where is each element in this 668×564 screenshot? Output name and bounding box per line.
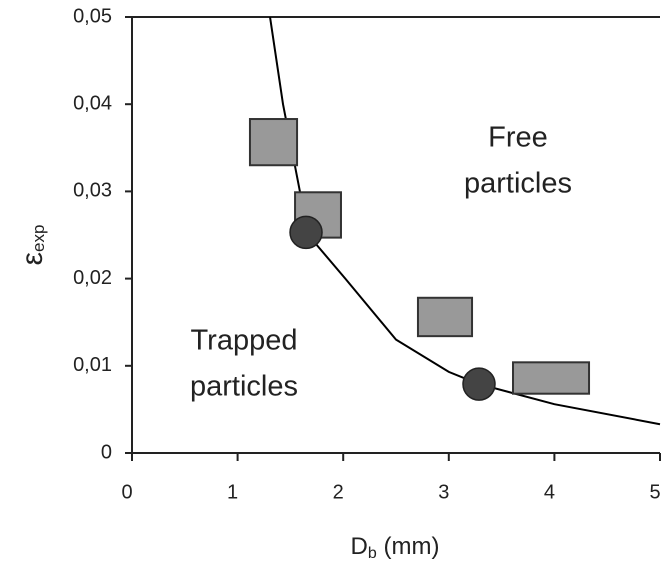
data-point	[289, 215, 323, 250]
x-label-suffix: (mm)	[377, 533, 440, 560]
x-tick-label: 5	[649, 481, 660, 503]
x-tick-label: 3	[438, 481, 449, 503]
data-box	[248, 118, 299, 167]
x-tick-label: 2	[333, 481, 344, 503]
y-tick-label: 0,02	[73, 267, 112, 289]
data-box	[416, 296, 474, 338]
x-tick-label: 1	[227, 481, 238, 503]
region-label: Trapped	[191, 325, 298, 357]
x-tick-label: 4	[544, 481, 555, 503]
y-tick-label: 0,04	[73, 92, 112, 114]
y-tick-label: 0,03	[73, 180, 112, 202]
y-label-main: ε	[16, 252, 49, 265]
data-box	[512, 361, 591, 395]
x-tick-label: 0	[121, 481, 132, 503]
y-axis-label: εexp	[16, 225, 49, 266]
x-label-sub: b	[368, 545, 377, 562]
data-point	[462, 367, 496, 401]
region-label: Free	[488, 122, 548, 154]
x-label-main: D	[351, 533, 368, 560]
y-label-sub: exp	[29, 225, 48, 252]
region-label: particles	[190, 371, 298, 403]
y-tick-label: 0,01	[73, 354, 112, 376]
x-axis-label: Db (mm)	[351, 533, 440, 562]
region-label: particles	[464, 168, 572, 200]
y-tick-label: 0,05	[73, 5, 112, 27]
y-tick-label: 0	[101, 441, 112, 463]
